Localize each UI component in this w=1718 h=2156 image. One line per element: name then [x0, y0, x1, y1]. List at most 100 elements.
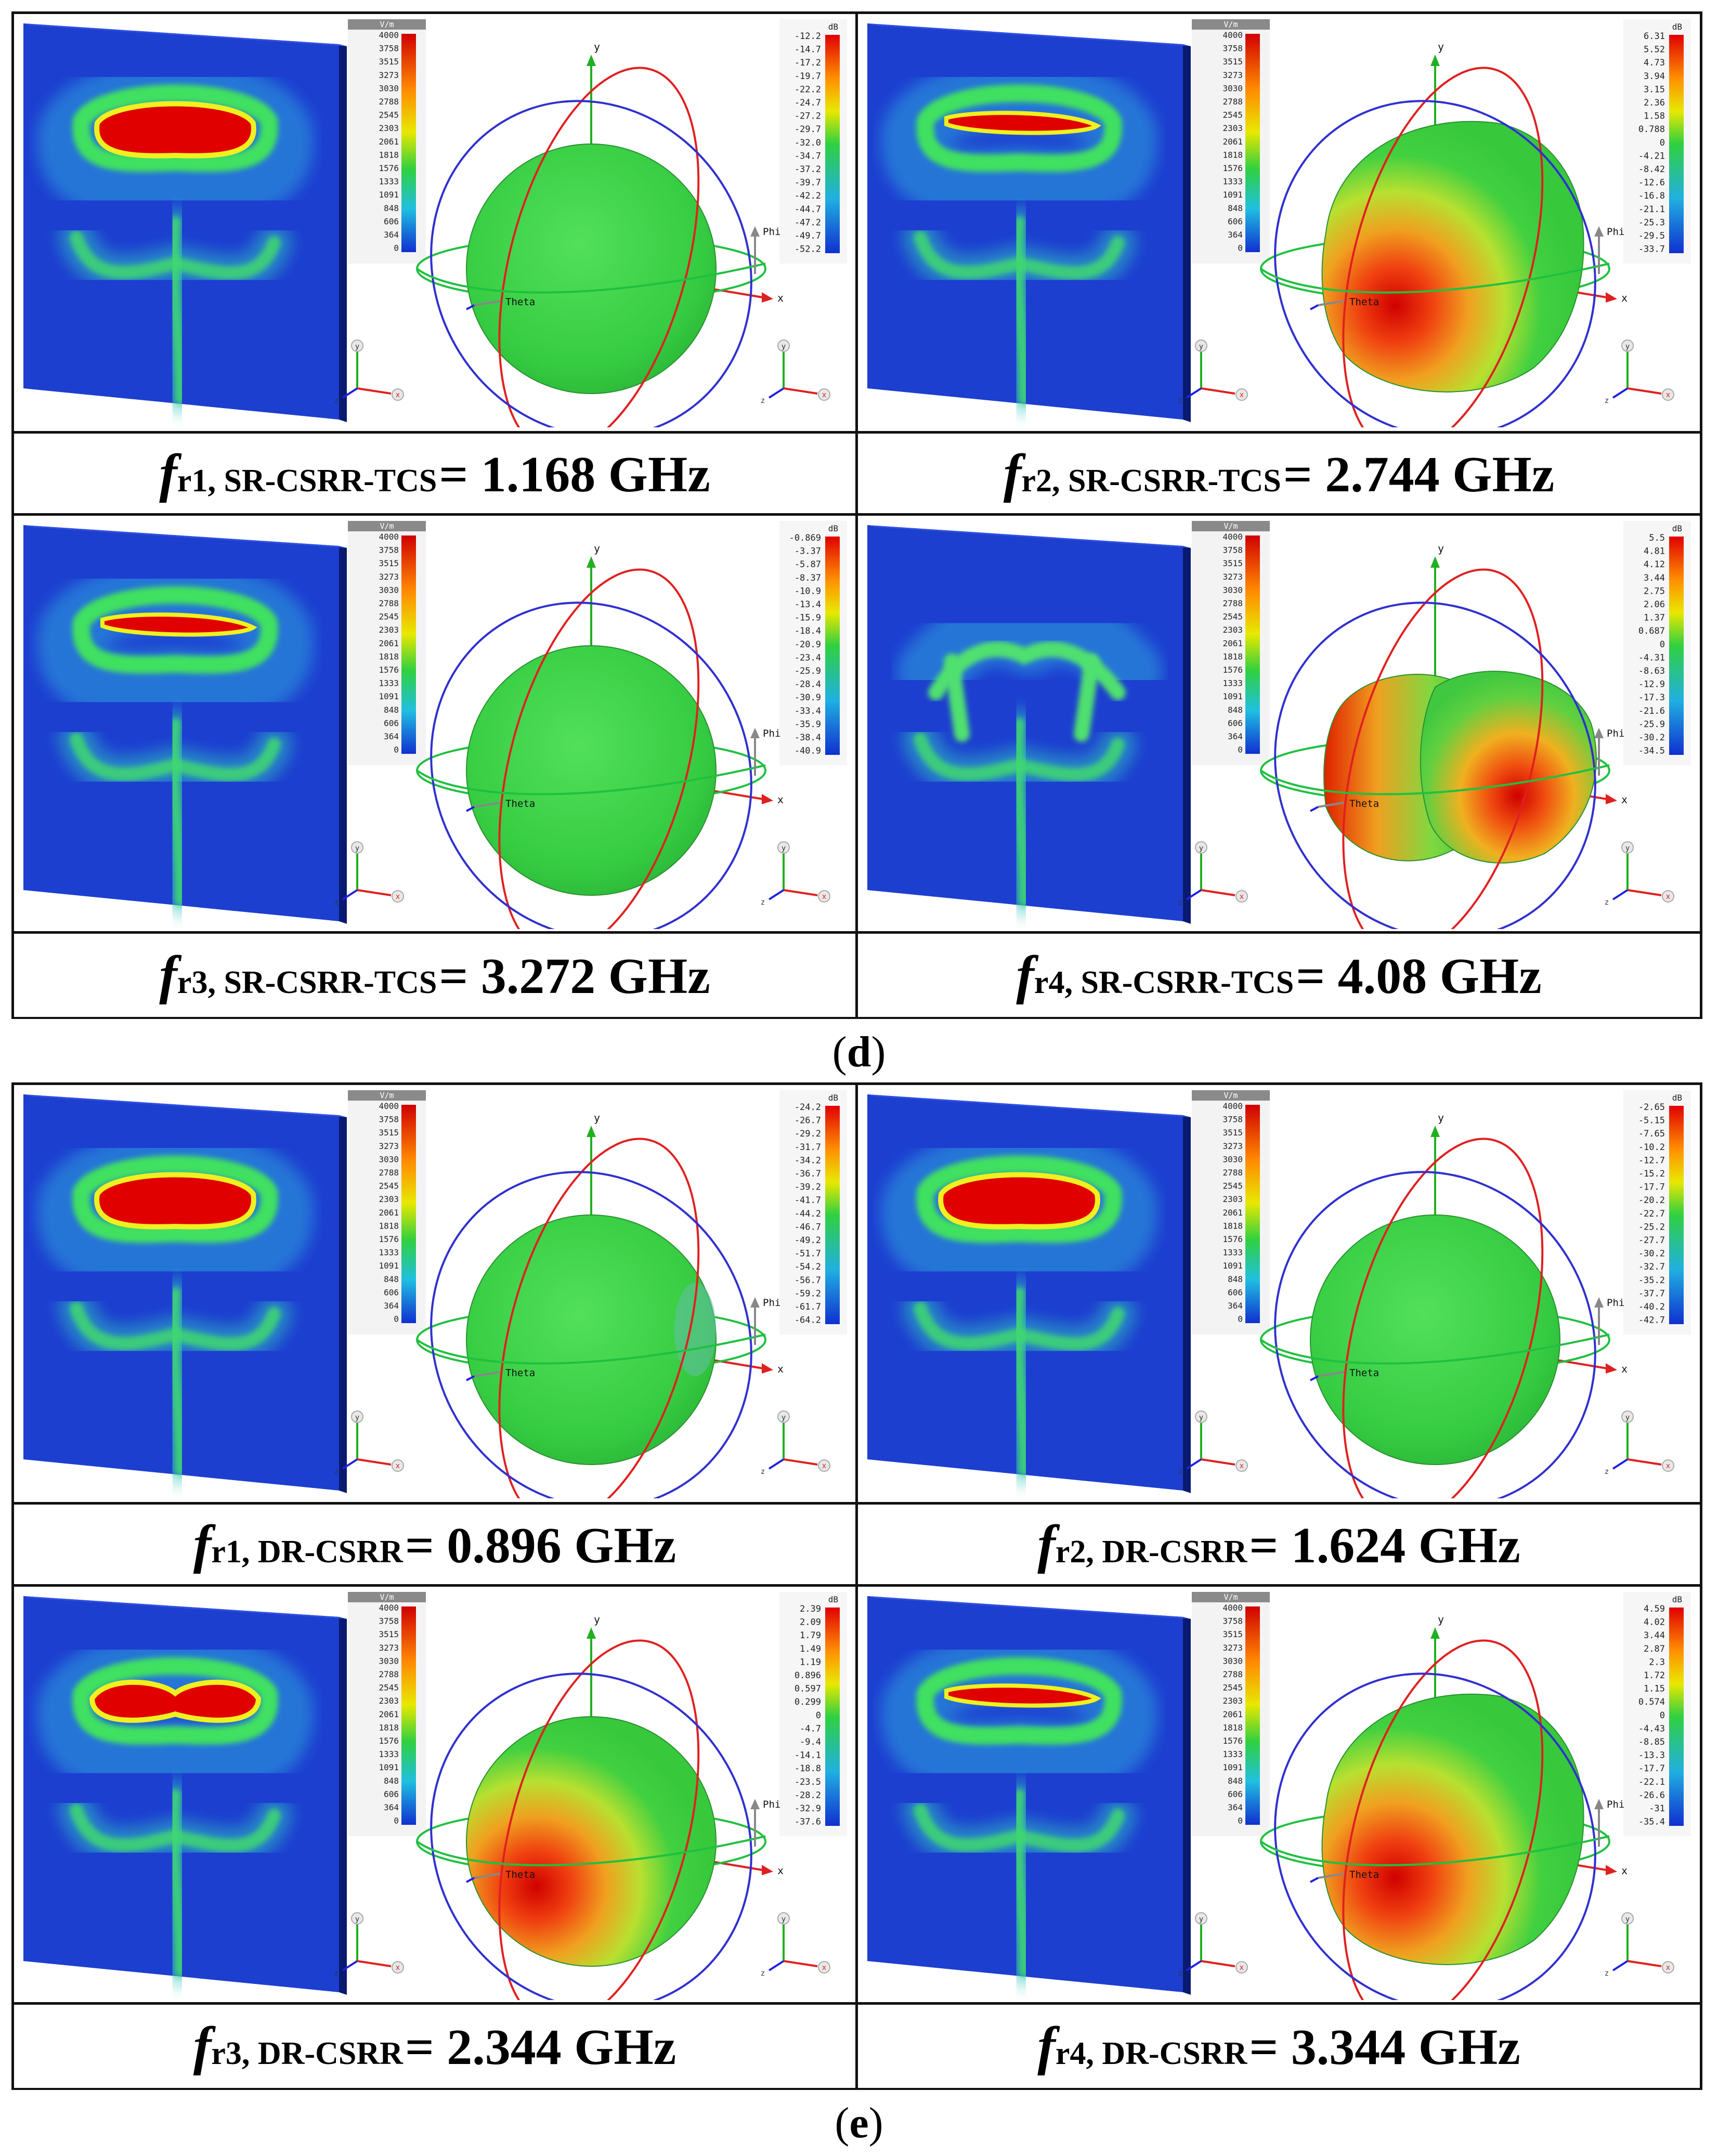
field-legend-tick: 0: [1238, 1816, 1243, 1826]
field-legend-tick: 2303: [379, 1696, 399, 1706]
axis-triad: y x z: [761, 339, 830, 405]
db-legend-tick: -30.2: [1638, 1249, 1665, 1259]
field-legend-tick: 3758: [379, 545, 399, 555]
axis-triad: y x z: [334, 1912, 404, 1978]
db-legend-tick: -51.7: [795, 1249, 821, 1259]
db-legend-tick: -36.7: [795, 1169, 821, 1179]
db-legend-tick: -16.8: [1638, 191, 1665, 201]
field-legend-tick: 2061: [1222, 1709, 1243, 1719]
field-legend-tick: 4000: [379, 30, 399, 40]
field-legend-tick: 606: [384, 1287, 399, 1297]
axis-label-theta: Theta: [505, 1869, 535, 1880]
sim-panel: V/m 4000 3758 3515 3273 3030 2788 2545 2303 2061 1…: [858, 1587, 1700, 2002]
db-legend-tick: 4.59: [1644, 1604, 1665, 1614]
field-legend-tick: 0: [394, 745, 399, 755]
db-legend-tick: 4.12: [1644, 559, 1665, 570]
radiation-pattern-3d: y x Phi Theta: [416, 1613, 784, 2002]
triad-label-x: x: [1240, 1462, 1244, 1470]
field-legend-tick: 1091: [379, 1762, 399, 1772]
axis-triad: y x z: [334, 339, 404, 405]
triad-label-z: z: [1178, 1468, 1182, 1476]
field-legend-tick: 3758: [379, 44, 399, 54]
field-legend-tick: 3030: [379, 1154, 399, 1164]
db-legend-tick: -21.6: [1638, 706, 1665, 716]
field-legend-tick: 2061: [379, 638, 399, 648]
grid-divider: [14, 1502, 1700, 1505]
triad-label-x: x: [1240, 1964, 1244, 1972]
db-legend-tick: -40.2: [1638, 1302, 1665, 1312]
field-legend-tick: 364: [384, 1802, 399, 1812]
field-legend-tick: 364: [384, 1301, 399, 1311]
db-legend-tick: -8.37: [795, 573, 821, 583]
field-pattern: [881, 1634, 1157, 1987]
field-legend-tick: 364: [1228, 731, 1243, 741]
axis-label-theta: Theta: [1349, 1367, 1379, 1379]
db-legend: dB -12.2 -14.7 -17.2 -19.7 -22.2 -24.7 -27.2 -29…: [779, 19, 847, 264]
field-legend-tick: 3515: [379, 1128, 399, 1138]
axis-triad: y x z: [1178, 1410, 1248, 1476]
db-legend-tick: 2.87: [1644, 1644, 1665, 1654]
triad-label-y: y: [355, 1414, 359, 1422]
axis-label-theta: Theta: [505, 798, 535, 809]
sim-panel: V/m 4000 3758 3515 3273 3030 2788 2545 2303 2061 1…: [14, 1085, 855, 1502]
db-legend-tick: -37.7: [1638, 1288, 1665, 1299]
field-legend-tick: 1818: [1222, 1722, 1243, 1732]
field-legend-tick: 4000: [1222, 532, 1243, 542]
field-distribution-plate: [23, 1596, 347, 1995]
axis-label-phi: Phi: [1607, 1799, 1624, 1810]
triad-label-x: x: [822, 1964, 826, 1972]
field-legend-tick: 1333: [379, 678, 399, 688]
field-legend-tick: 3030: [1222, 83, 1243, 93]
field-legend-tick: 364: [384, 230, 399, 240]
db-legend-tick: -35.2: [1638, 1275, 1665, 1286]
db-legend-tick: -17.2: [795, 58, 821, 68]
grid-divider: [14, 431, 1700, 434]
field-legend-tick: 4000: [1222, 30, 1243, 40]
db-legend-tick: -0.869: [789, 533, 821, 543]
triad-label-x: x: [1666, 391, 1670, 399]
field-legend-unit: V/m: [1224, 1091, 1238, 1100]
db-legend-tick: 0: [1660, 639, 1665, 650]
field-legend-tick: 2545: [379, 1683, 399, 1693]
db-legend-tick: -40.9: [795, 746, 821, 756]
panel-caption: fr3, DR-CSRR = 2.344 GHz: [14, 2005, 855, 2088]
triad-label-z: z: [1605, 397, 1609, 405]
axis-triad: y x z: [761, 841, 830, 907]
grid-divider: [14, 2002, 1700, 2005]
triad-label-y: y: [355, 343, 359, 351]
axis-triad: y x z: [761, 1410, 830, 1476]
db-legend-unit: dB: [1672, 1595, 1682, 1604]
triad-label-y: y: [782, 343, 786, 351]
field-legend-tick: 364: [1228, 230, 1243, 240]
db-legend-tick: -33.7: [1638, 244, 1665, 255]
db-legend-tick: -23.5: [795, 1777, 821, 1787]
panel-caption: fr2, DR-CSRR = 1.624 GHz: [858, 1505, 1700, 1584]
field-legend-tick: 1576: [379, 163, 399, 173]
db-legend-tick: 2.06: [1644, 599, 1665, 610]
radiation-pattern-3d: y x Phi Theta: [416, 41, 784, 431]
db-legend-tick: -28.4: [795, 680, 821, 690]
db-legend-tick: -22.2: [795, 84, 821, 95]
db-legend-tick: -8.42: [1638, 164, 1665, 175]
field-pattern: [37, 563, 314, 916]
field-legend-tick: 2303: [379, 625, 399, 635]
triad-label-y: y: [1625, 343, 1630, 351]
db-legend: dB 4.59 4.02 3.44 2.87 2.3 1.72 1.15 0.574 0 -4.43…: [1623, 1592, 1691, 1836]
db-legend-tick: -14.1: [795, 1750, 821, 1761]
field-legend-tick: 2061: [1222, 638, 1243, 648]
db-legend-tick: 0.597: [795, 1684, 821, 1694]
triad-label-y: y: [782, 844, 786, 853]
field-legend-tick: 3515: [1222, 1128, 1243, 1138]
field-distribution-plate: [23, 23, 347, 422]
db-legend-tick: -47.2: [795, 217, 821, 228]
field-pattern: [881, 1132, 1157, 1485]
triad-label-y: y: [1625, 1915, 1630, 1924]
field-legend-tick: 364: [384, 731, 399, 741]
db-legend-tick: 5.5: [1649, 533, 1665, 543]
field-legend-tick: 0: [394, 243, 399, 253]
field-legend-tick: 1091: [1222, 691, 1243, 701]
field-legend-tick: 2545: [1222, 1683, 1243, 1693]
field-legend-tick: 3758: [1222, 1616, 1243, 1626]
